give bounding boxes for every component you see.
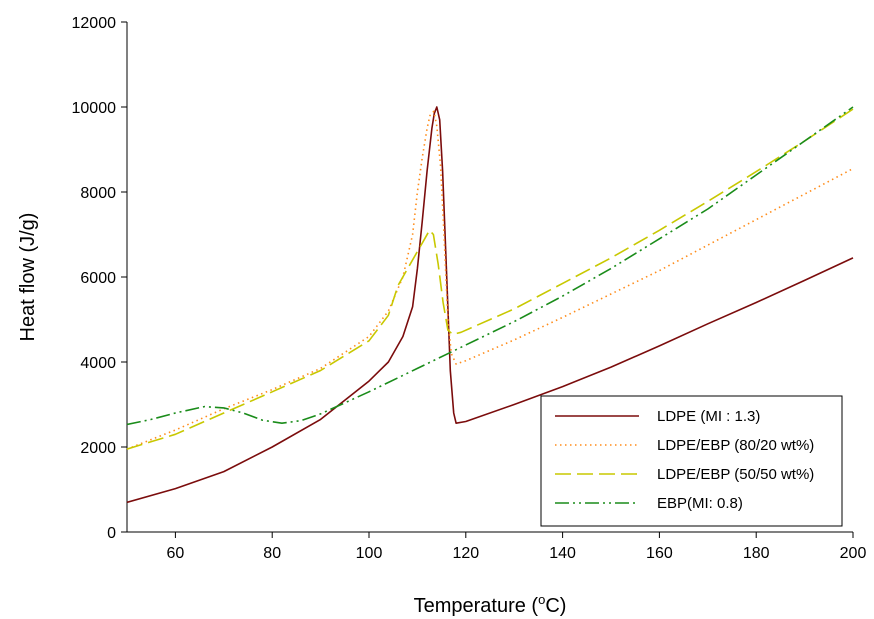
x-axis-title: Temperature (oC) [414, 592, 567, 617]
degree-superscript: o [538, 592, 545, 607]
y-tick-label: 8000 [80, 185, 116, 202]
x-tick-label: 140 [549, 545, 576, 562]
x-tick-label: 100 [356, 545, 383, 562]
legend-label-0: LDPE (MI : 1.3) [657, 408, 760, 425]
legend-label-3: EBP(MI: 0.8) [657, 495, 743, 512]
x-tick-label: 180 [743, 545, 770, 562]
x-tick-label: 120 [452, 545, 479, 562]
x-tick-label: 80 [263, 545, 281, 562]
legend-label-1: LDPE/EBP (80/20 wt%) [657, 437, 814, 454]
x-tick-label: 160 [646, 545, 673, 562]
y-tick-label: 12000 [72, 15, 117, 32]
x-tick-label: 60 [167, 545, 185, 562]
series-line-3 [126, 106, 854, 426]
y-tick-label: 6000 [80, 270, 116, 287]
x-tick-label: 200 [840, 545, 867, 562]
y-tick-label: 10000 [72, 100, 117, 117]
series-line-0 [126, 106, 854, 504]
plot-series [126, 106, 854, 504]
legend: LDPE (MI : 1.3) LDPE/EBP (80/20 wt%) LDPE/… [540, 395, 843, 527]
y-tick-label: 2000 [80, 440, 116, 457]
x-axis-title-text: Temperature ( [414, 595, 539, 617]
y-tick-label: 4000 [80, 355, 116, 372]
x-axis-title-unit: C) [545, 595, 566, 617]
y-axis-title: Heat flow (J/g) [17, 213, 39, 342]
legend-label-2: LDPE/EBP (50/50 wt%) [657, 466, 814, 483]
series-line-1 [126, 110, 854, 450]
y-tick-label: 0 [107, 525, 116, 542]
axes: 60 80 100 120 140 160 180 200020004000600080001… [72, 15, 867, 562]
legend-box [540, 395, 843, 527]
